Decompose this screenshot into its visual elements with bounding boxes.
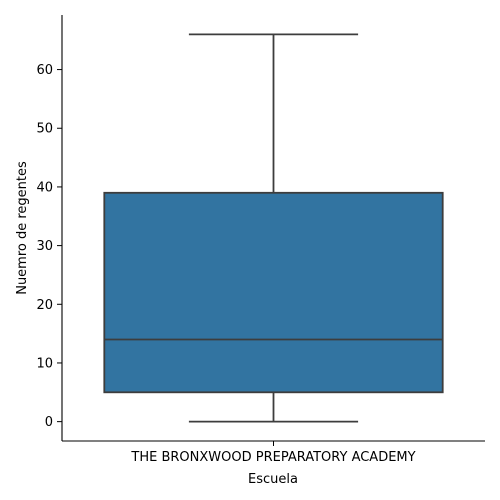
y-tick-label: 10 — [36, 356, 53, 371]
y-tick-label: 60 — [36, 63, 53, 78]
y-tick-label: 30 — [36, 239, 53, 254]
y-tick-label: 20 — [36, 298, 53, 313]
y-ticks: 0 10 20 30 40 50 60 — [36, 63, 62, 430]
y-tick-label: 0 — [45, 415, 53, 430]
x-tick-label: THE BRONXWOOD PREPARATORY ACADEMY — [130, 450, 415, 465]
x-axis-label: Escuela — [248, 472, 298, 487]
y-axis-label: Nuemro de regentes — [15, 161, 30, 295]
y-tick-label: 40 — [36, 180, 53, 195]
iqr-box — [103, 191, 444, 394]
x-ticks: THE BRONXWOOD PREPARATORY ACADEMY — [130, 441, 416, 465]
boxes — [103, 33, 444, 423]
y-tick-label: 50 — [36, 122, 53, 137]
